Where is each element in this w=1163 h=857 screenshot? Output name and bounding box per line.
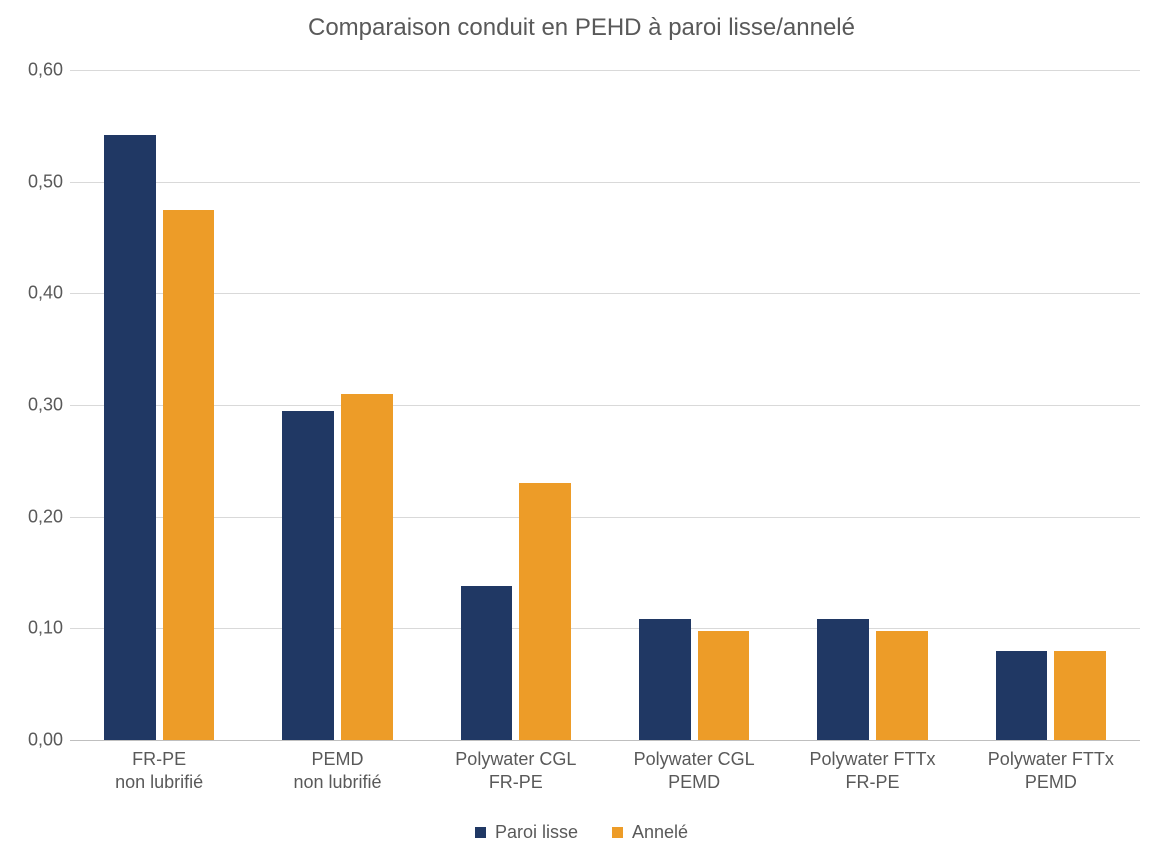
legend-label: Paroi lisse [495, 822, 578, 843]
legend-swatch [475, 827, 486, 838]
bar [996, 651, 1048, 740]
legend: Paroi lisse Annelé [0, 822, 1163, 843]
y-tick-label: 0,00 [3, 730, 63, 751]
legend-item: Paroi lisse [475, 822, 578, 843]
bar [639, 619, 691, 740]
x-tick-label: PEMD non lubrifié [248, 748, 426, 795]
x-tick-label: Polywater FTTx PEMD [962, 748, 1140, 795]
x-tick-label: Polywater FTTx FR-PE [783, 748, 961, 795]
y-tick-label: 0,40 [3, 283, 63, 304]
bar [341, 394, 393, 740]
y-tick-label: 0,50 [3, 171, 63, 192]
bar [104, 135, 156, 740]
chart-container: Comparaison conduit en PEHD à paroi liss… [0, 0, 1163, 857]
chart-title: Comparaison conduit en PEHD à paroi liss… [0, 14, 1163, 42]
y-tick-label: 0,30 [3, 395, 63, 416]
bar [698, 631, 750, 740]
y-tick-label: 0,20 [3, 506, 63, 527]
y-tick-label: 0,10 [3, 618, 63, 639]
x-tick-label: FR-PE non lubrifié [70, 748, 248, 795]
y-tick-label: 0,60 [3, 60, 63, 81]
axis-baseline [70, 740, 1140, 741]
legend-label: Annelé [632, 822, 688, 843]
plot-area [70, 70, 1140, 740]
bar [876, 631, 928, 740]
bars-layer [70, 70, 1140, 740]
bar [1054, 651, 1106, 740]
bar [519, 483, 571, 740]
legend-item: Annelé [612, 822, 688, 843]
bar [461, 586, 513, 740]
bar [282, 411, 334, 740]
legend-swatch [612, 827, 623, 838]
x-tick-label: Polywater CGL PEMD [605, 748, 783, 795]
bar [163, 210, 215, 740]
bar [817, 619, 869, 740]
x-tick-label: Polywater CGL FR-PE [427, 748, 605, 795]
